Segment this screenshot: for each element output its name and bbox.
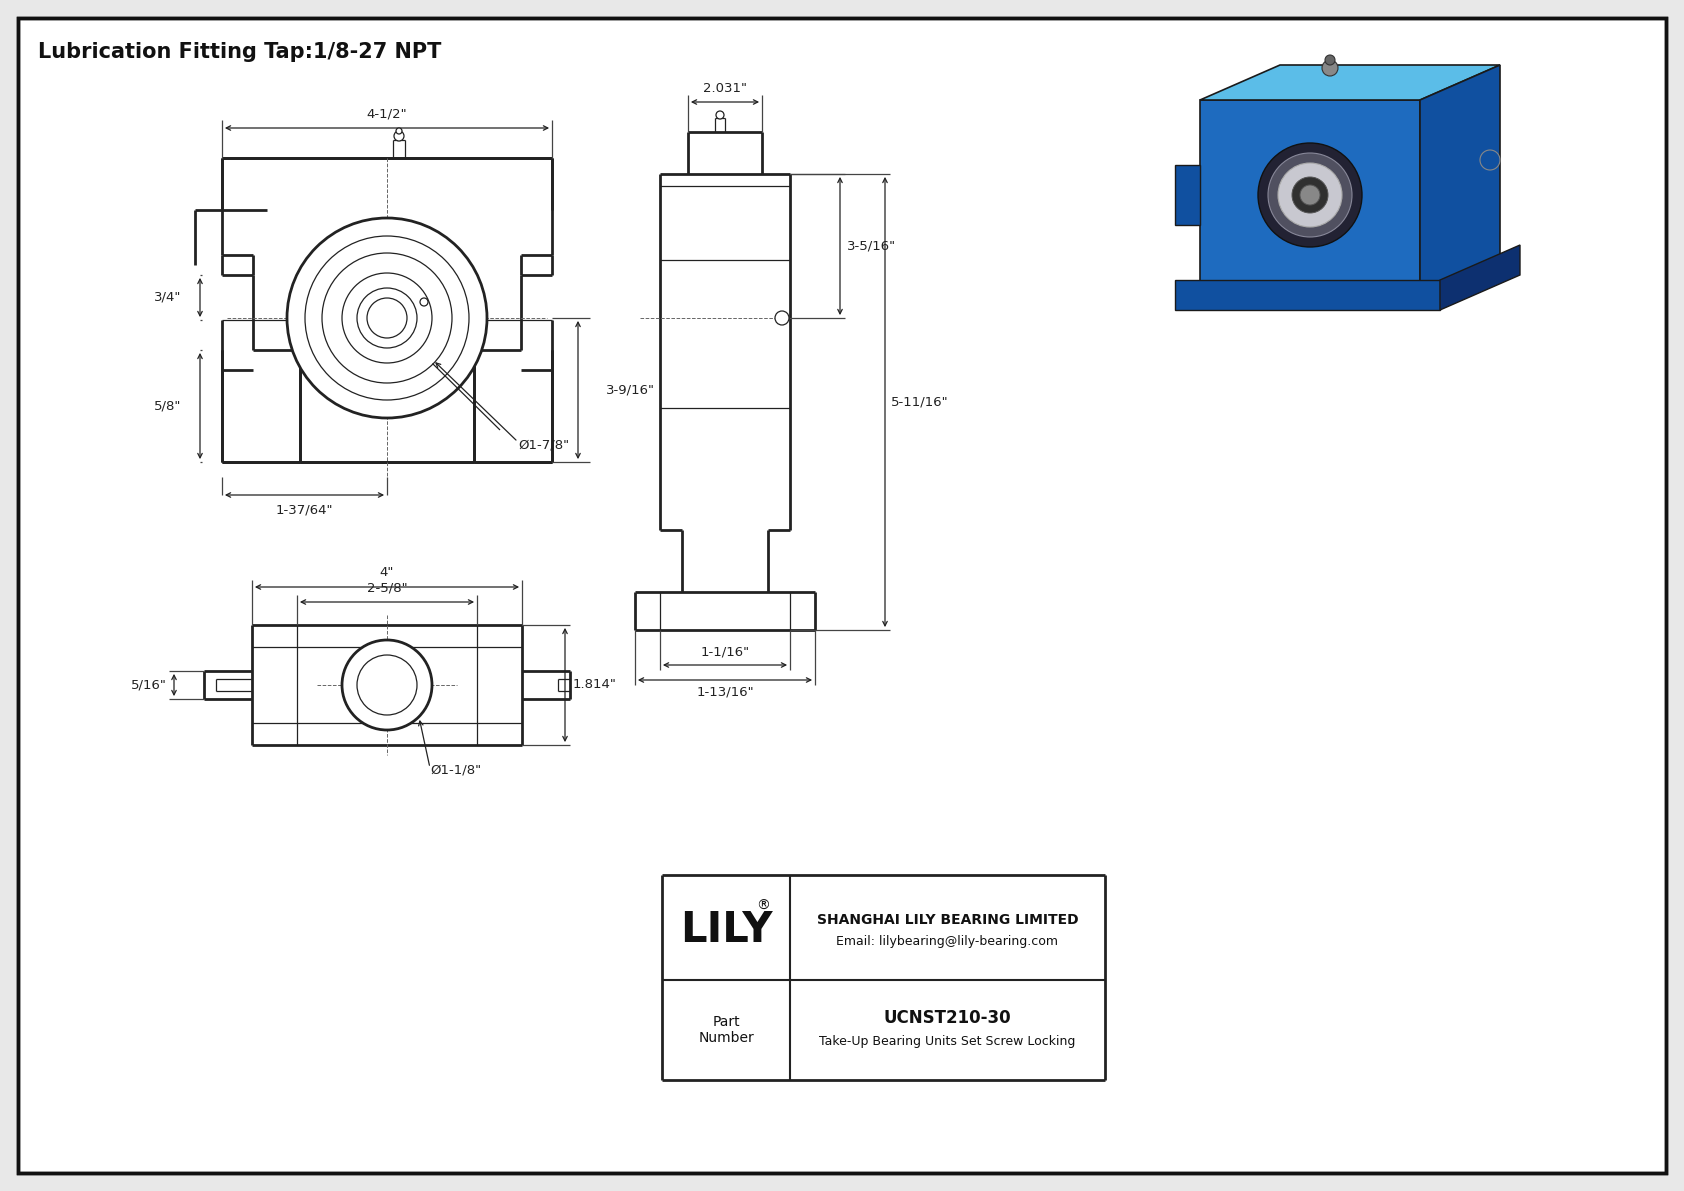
Polygon shape — [1440, 245, 1521, 310]
Polygon shape — [1420, 66, 1500, 289]
Circle shape — [286, 218, 487, 418]
Circle shape — [1258, 143, 1362, 247]
Text: 5-11/16": 5-11/16" — [891, 395, 948, 409]
Text: 1-1/16": 1-1/16" — [701, 646, 749, 659]
Text: 1-13/16": 1-13/16" — [695, 686, 754, 698]
Polygon shape — [1175, 280, 1440, 310]
Circle shape — [716, 111, 724, 119]
Text: 3-5/16": 3-5/16" — [847, 239, 896, 252]
Circle shape — [396, 127, 402, 135]
Text: 4-1/2": 4-1/2" — [367, 107, 408, 120]
Polygon shape — [1201, 66, 1500, 100]
Text: Part
Number: Part Number — [699, 1015, 754, 1045]
Text: Ø1-1/8": Ø1-1/8" — [429, 763, 482, 777]
Circle shape — [322, 252, 451, 384]
Text: 5/16": 5/16" — [131, 679, 167, 692]
Text: 5/8": 5/8" — [155, 399, 182, 412]
Circle shape — [305, 236, 470, 400]
Polygon shape — [1175, 166, 1201, 225]
Text: 1-37/64": 1-37/64" — [276, 504, 333, 517]
Text: ®: ® — [756, 898, 770, 912]
Text: Lubrication Fitting Tap:1/8-27 NPT: Lubrication Fitting Tap:1/8-27 NPT — [39, 42, 441, 62]
Text: 3-9/16": 3-9/16" — [606, 384, 655, 397]
Circle shape — [1268, 152, 1352, 237]
Text: 4": 4" — [381, 567, 394, 580]
Circle shape — [357, 655, 418, 715]
Text: LILY: LILY — [680, 909, 773, 950]
Text: SHANGHAI LILY BEARING LIMITED: SHANGHAI LILY BEARING LIMITED — [817, 912, 1078, 927]
Circle shape — [1322, 60, 1339, 76]
Text: UCNST210-30: UCNST210-30 — [884, 1009, 1012, 1027]
Circle shape — [342, 640, 433, 730]
Circle shape — [1292, 177, 1329, 213]
Circle shape — [775, 311, 790, 325]
Circle shape — [394, 131, 404, 141]
Polygon shape — [1201, 100, 1420, 289]
Text: Ø1-7/8": Ø1-7/8" — [519, 438, 569, 451]
Circle shape — [1278, 163, 1342, 227]
Text: 3/4": 3/4" — [155, 291, 182, 304]
Circle shape — [1300, 185, 1320, 205]
Circle shape — [342, 273, 433, 363]
Circle shape — [367, 298, 408, 338]
Circle shape — [419, 298, 428, 306]
Text: 2-5/8": 2-5/8" — [367, 581, 408, 594]
Circle shape — [1480, 150, 1500, 170]
Circle shape — [1325, 55, 1335, 66]
Circle shape — [357, 288, 418, 348]
Text: 1.814": 1.814" — [573, 679, 616, 692]
Text: Take-Up Bearing Units Set Screw Locking: Take-Up Bearing Units Set Screw Locking — [820, 1035, 1076, 1048]
Text: 2.031": 2.031" — [702, 81, 748, 94]
Text: Email: lilybearing@lily-bearing.com: Email: lilybearing@lily-bearing.com — [837, 935, 1059, 948]
